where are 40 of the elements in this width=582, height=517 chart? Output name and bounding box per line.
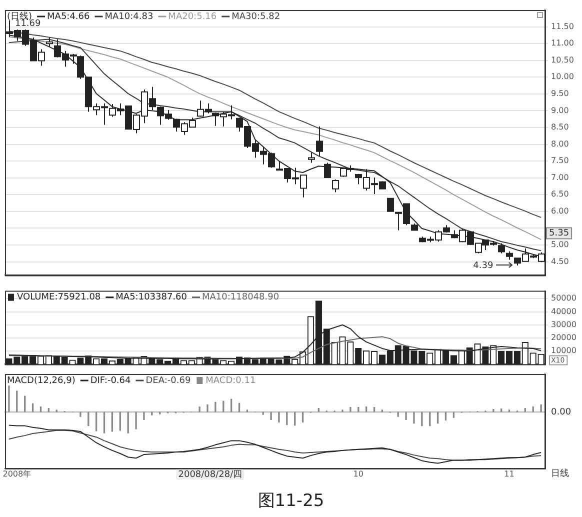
annotation: 11.69 — [14, 18, 42, 29]
y-tick-label: 11.00 — [551, 38, 574, 48]
legend-label: MA20:5.16 — [168, 12, 217, 22]
legend-label: MA5:103387.60 — [116, 292, 188, 303]
y-tick-label: 6.00 — [551, 206, 569, 216]
y-tick-label: 8.50 — [551, 122, 569, 132]
y-tick-label: 8.00 — [551, 139, 569, 148]
y-tick-label: 9.00 — [551, 106, 569, 115]
y-tick-label: 50000 — [551, 294, 576, 303]
x-tick-label: 11 — [504, 469, 514, 478]
legend-label: VOLUME:75921.08 — [17, 292, 101, 303]
text: 0.00 — [551, 407, 572, 418]
x-tick-label: 2008年 — [2, 469, 32, 478]
y-tick-label: 5.00 — [551, 240, 569, 250]
legend-label: MA10:4.83 — [104, 12, 154, 22]
legend-label: DEA:-0.69 — [146, 376, 191, 386]
y-tick-label: 9.50 — [551, 89, 569, 98]
y-tick-label: 7.00 — [551, 172, 569, 182]
caption: 图11-25 — [256, 490, 326, 512]
y-tick-label: 40000 — [551, 306, 576, 316]
x-tick-label: 10 — [353, 469, 364, 478]
y-tick-label: 20000 — [551, 333, 576, 342]
y-tick-label: 11.50 — [551, 22, 574, 31]
annotation: 5.35 — [549, 228, 570, 239]
annotation: 4.39 — [473, 260, 494, 271]
text: 2008/08/28/四 — [178, 470, 242, 480]
y-tick-label: 10.00 — [551, 72, 574, 82]
y-tick-label: 10.50 — [551, 55, 574, 64]
y-tick-label: 30000 — [551, 320, 576, 329]
y-tick-label: 4.50 — [551, 256, 569, 266]
y-tick-label: 10000 — [551, 346, 576, 356]
chart-title: MACD(12,26,9) — [7, 376, 76, 386]
legend-label: MA10:118048.90 — [202, 292, 280, 303]
legend-label: MA5:4.66 — [47, 12, 90, 22]
y-tick-label: 6.50 — [551, 190, 569, 199]
legend-label: DIF:-0.64 — [90, 376, 132, 386]
legend-label: MACD:0.11 — [206, 376, 256, 386]
y-tick-label: 7.50 — [551, 156, 569, 166]
legend-label: MA30:5.82 — [232, 12, 280, 22]
text: 日线 — [551, 468, 569, 480]
